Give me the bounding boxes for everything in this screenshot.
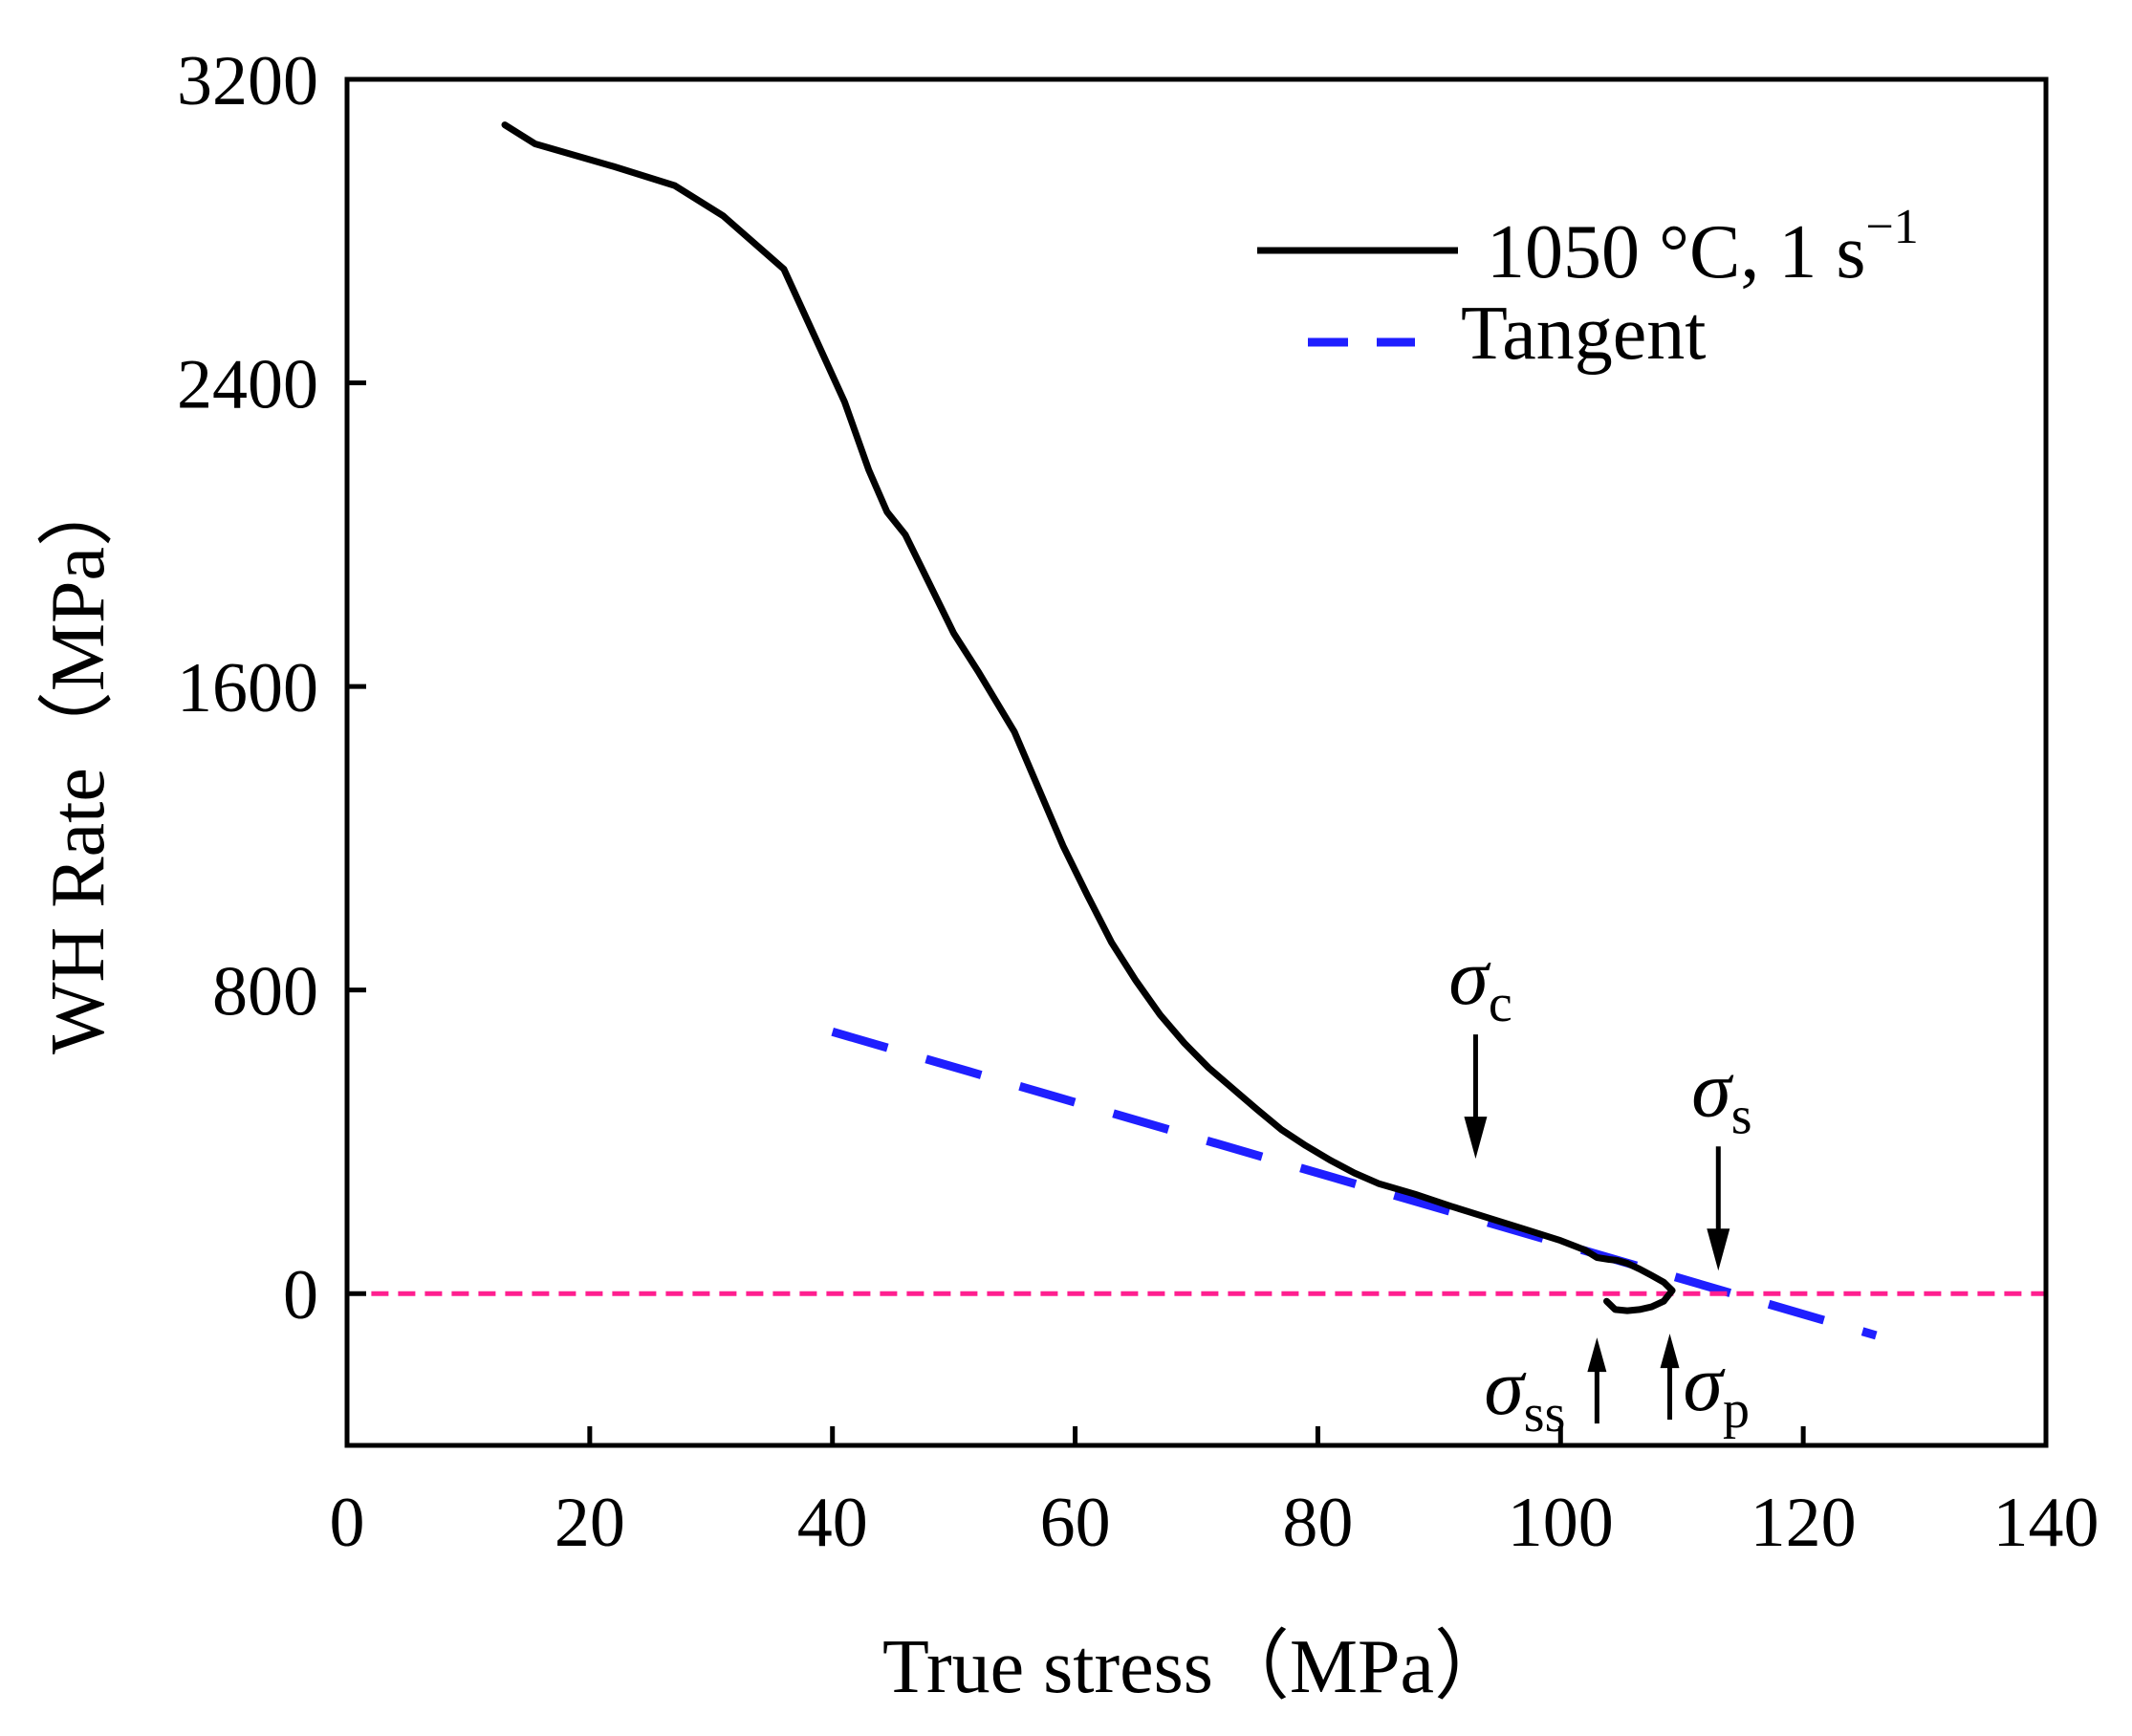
y-tick-label: 3200 bbox=[177, 42, 318, 120]
x-tick-label: 140 bbox=[1993, 1484, 2099, 1562]
annotation-arrow-head bbox=[1660, 1334, 1680, 1369]
annotation-arrow-head bbox=[1587, 1337, 1607, 1373]
x-tick-label: 60 bbox=[1040, 1484, 1111, 1562]
annotation-label: σs bbox=[1691, 1045, 1751, 1145]
annotation-sigma-s: σs bbox=[1691, 1045, 1752, 1271]
y-axis-title: WH Rate（MPa） bbox=[36, 470, 120, 1054]
x-tick-label: 120 bbox=[1751, 1484, 1857, 1562]
x-tick-label: 100 bbox=[1508, 1484, 1614, 1562]
annotation-label: σc bbox=[1448, 933, 1512, 1033]
series-line-wh-rate bbox=[501, 121, 1676, 1314]
annotation-arrow-head bbox=[1464, 1117, 1488, 1160]
x-axis-title: True stress（MPa） bbox=[882, 1625, 1511, 1709]
annotation-arrow-head bbox=[1707, 1228, 1730, 1271]
y-tick-label: 0 bbox=[283, 1256, 318, 1335]
x-tick-label: 40 bbox=[797, 1484, 868, 1562]
annotation-label: σss bbox=[1484, 1343, 1565, 1443]
axes-layer: 0 20 40 60 80 100 120 140 0 800 1600 2400 3200 True s… bbox=[36, 42, 2099, 1709]
annotations: σc σs σss σp bbox=[1448, 933, 1751, 1443]
plot-frame bbox=[344, 76, 2049, 1448]
plot-area bbox=[371, 121, 2046, 1340]
annotation-sigma-ss: σss bbox=[1484, 1337, 1607, 1443]
legend-label-tangent: Tangent bbox=[1461, 292, 1707, 376]
series-line-tangent bbox=[831, 1027, 1878, 1340]
x-tick-label: 80 bbox=[1282, 1484, 1353, 1562]
x-tick-label: 20 bbox=[555, 1484, 625, 1562]
legend-label-wh-rate: 1050 °C, 1 s−1 bbox=[1487, 200, 1919, 294]
y-tick-label: 800 bbox=[212, 953, 318, 1031]
annotation-label: σp bbox=[1684, 1339, 1750, 1440]
annotation-sigma-c: σc bbox=[1448, 933, 1512, 1160]
y-tick-label: 1600 bbox=[177, 649, 318, 727]
y-tick-label: 2400 bbox=[177, 346, 318, 424]
x-tick-label: 0 bbox=[330, 1484, 365, 1562]
annotation-sigma-p: σp bbox=[1660, 1334, 1750, 1440]
